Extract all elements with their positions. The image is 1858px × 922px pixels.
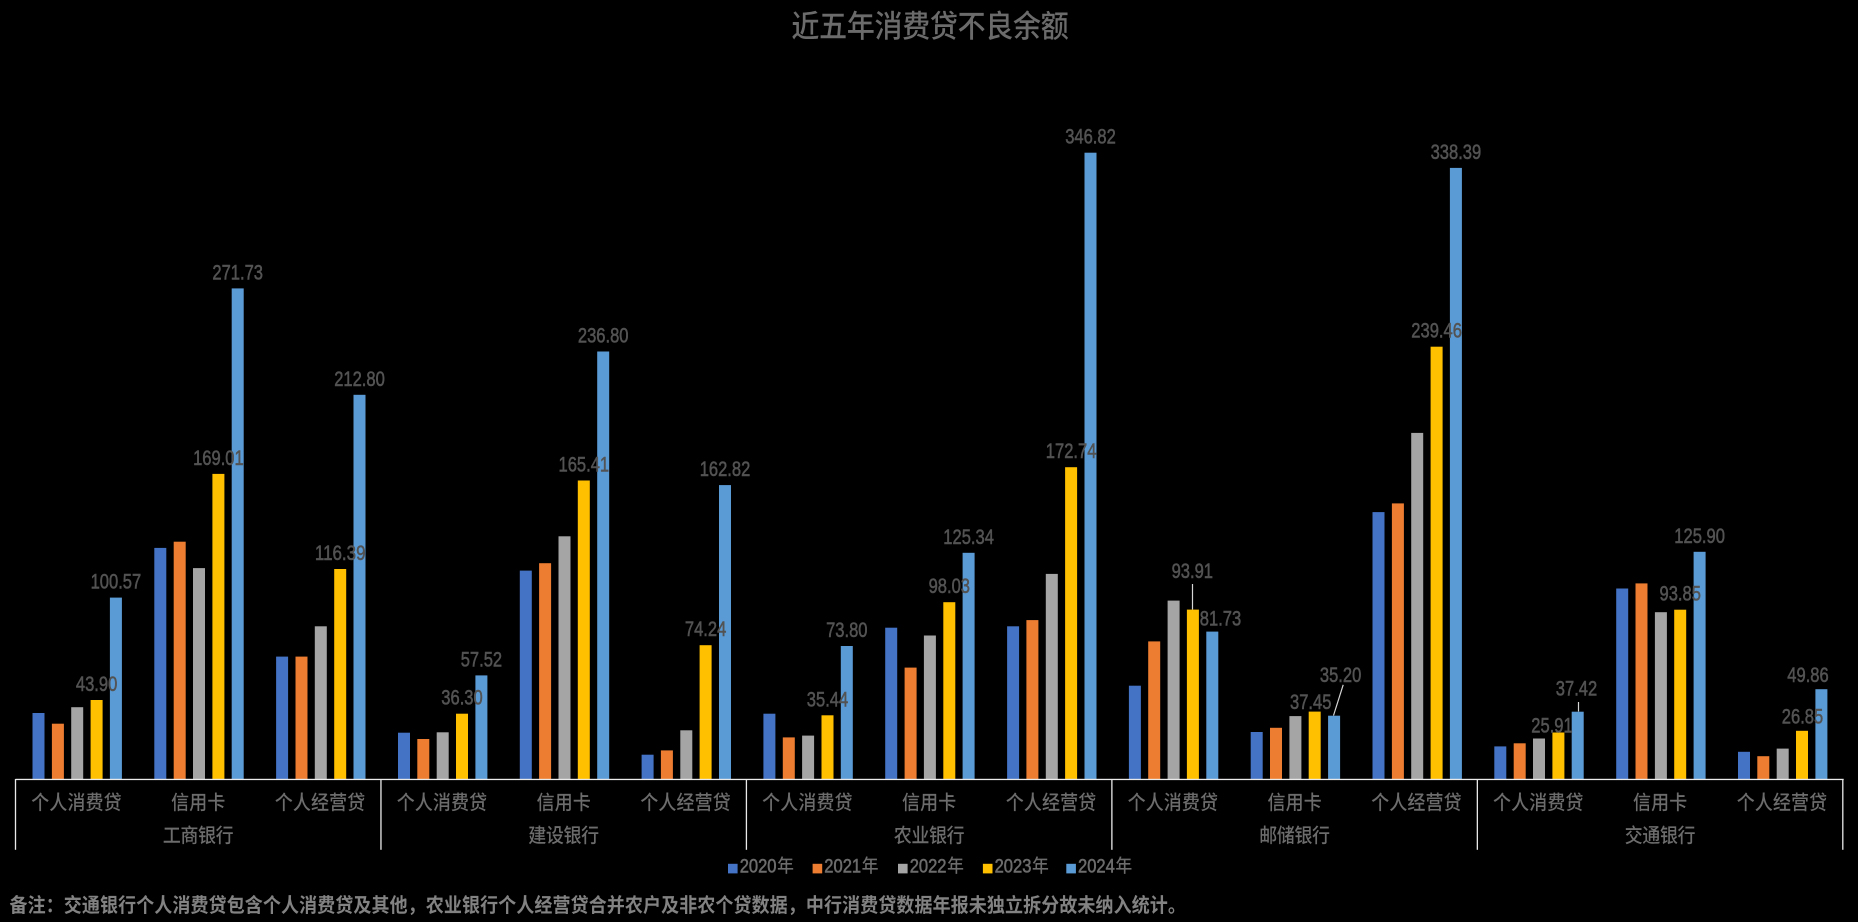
svg-text:74.24: 74.24 (685, 618, 726, 641)
svg-text:162.82: 162.82 (700, 458, 751, 481)
svg-text:2022: 2022 (910, 855, 947, 876)
svg-text:125.90: 125.90 (1674, 525, 1725, 548)
svg-text:35.20: 35.20 (1320, 664, 1361, 687)
svg-text:2020: 2020 (740, 855, 777, 876)
svg-text:93.85: 93.85 (1660, 583, 1701, 606)
svg-text:35.44: 35.44 (807, 688, 848, 711)
svg-text:26.85: 26.85 (1782, 705, 1823, 728)
svg-text:169.01: 169.01 (193, 447, 244, 470)
svg-text:271.73: 271.73 (212, 261, 263, 284)
svg-text:2024: 2024 (1078, 855, 1115, 876)
svg-text:37.45: 37.45 (1290, 691, 1331, 714)
svg-text:212.80: 212.80 (334, 368, 385, 391)
svg-text:346.82: 346.82 (1065, 126, 1116, 149)
svg-text:100.57: 100.57 (91, 571, 142, 594)
svg-text:43.90: 43.90 (76, 673, 117, 696)
svg-text:37.42: 37.42 (1556, 678, 1597, 701)
svg-text:125.34: 125.34 (943, 526, 994, 549)
svg-text:2021: 2021 (824, 855, 861, 876)
svg-text:49.86: 49.86 (1787, 664, 1828, 687)
svg-text:81.73: 81.73 (1200, 607, 1241, 630)
svg-text:73.80: 73.80 (826, 619, 867, 642)
svg-text:57.52: 57.52 (461, 648, 502, 671)
svg-text:236.80: 236.80 (578, 325, 629, 348)
svg-text:172.74: 172.74 (1046, 440, 1097, 463)
svg-text:25.91: 25.91 (1531, 714, 1572, 737)
svg-text:98.03: 98.03 (929, 575, 970, 598)
svg-text:2023: 2023 (995, 855, 1032, 876)
svg-text:36.30: 36.30 (441, 687, 482, 710)
svg-text:239.46: 239.46 (1411, 320, 1462, 343)
svg-text:165.41: 165.41 (559, 454, 610, 477)
svg-text:116.39: 116.39 (315, 542, 366, 565)
svg-text:93.91: 93.91 (1172, 560, 1213, 583)
svg-text:338.39: 338.39 (1431, 141, 1482, 164)
